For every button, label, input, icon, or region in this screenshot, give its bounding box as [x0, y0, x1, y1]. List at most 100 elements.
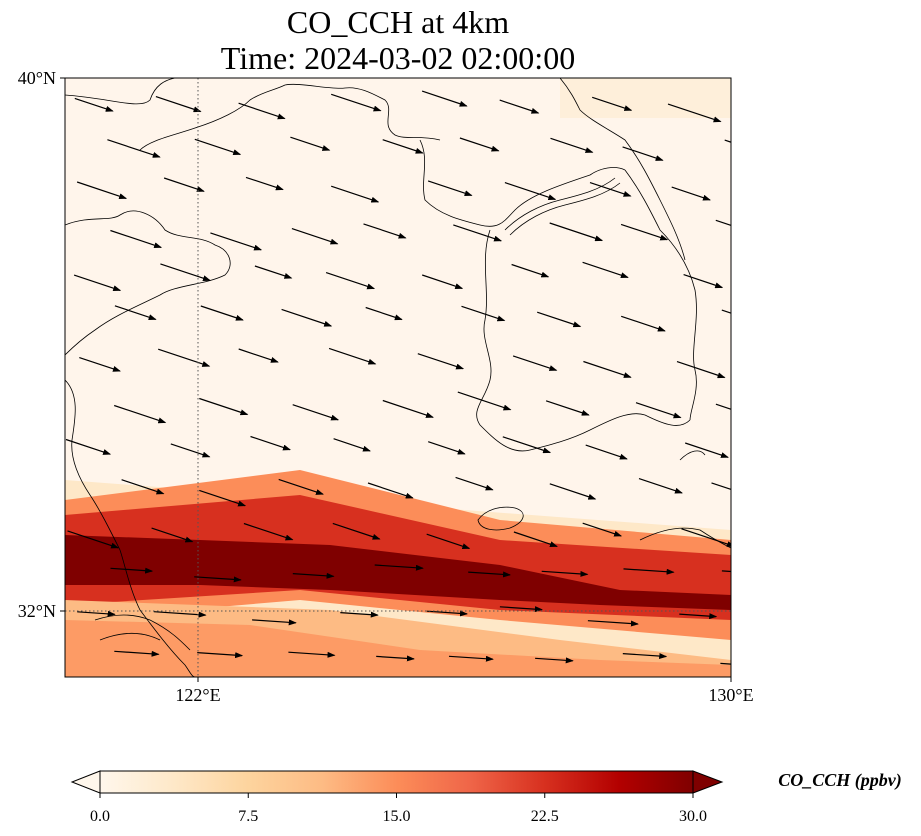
- wind-arrow: [107, 139, 161, 158]
- wind-arrow: [238, 348, 279, 363]
- wind-arrow: [254, 265, 293, 279]
- wind-arrow: [382, 139, 424, 154]
- wind-arrow: [582, 261, 629, 279]
- wind-arrow: [376, 655, 415, 662]
- lat-label-32n: 32°N: [18, 601, 56, 621]
- wind-arrow: [721, 570, 731, 573]
- wind-arrow: [170, 443, 211, 458]
- wind-arrow: [681, 528, 731, 547]
- wind-arrow: [292, 404, 340, 421]
- wind-arrow: [278, 478, 324, 495]
- wind-arrow: [455, 476, 494, 491]
- wind-arrow: [252, 619, 297, 626]
- wind-arrow: [291, 228, 339, 245]
- wind-arrow: [468, 571, 511, 578]
- wind-arrow: [582, 522, 623, 537]
- wind-arrow: [77, 610, 116, 617]
- coastline-jiangsu: [65, 379, 196, 677]
- wind-vectors: [65, 90, 731, 665]
- coastline-korea-west: [476, 229, 691, 452]
- wind-arrow: [160, 263, 211, 282]
- colorbar-tick-label: 7.5: [238, 808, 258, 825]
- wind-arrow: [197, 652, 244, 659]
- coastline-shandong: [65, 210, 231, 356]
- wind-arrow: [499, 99, 540, 114]
- wind-arrow: [331, 93, 382, 112]
- coastline-northeast: [559, 78, 686, 261]
- wind-arrow: [549, 222, 604, 242]
- wind-arrow: [199, 397, 249, 416]
- wind-arrow: [426, 533, 471, 550]
- colorbar-title: CO_CCH (ppbv): [778, 770, 902, 791]
- wind-arrow: [535, 657, 574, 664]
- map-area: [65, 78, 731, 677]
- wind-arrow: [363, 223, 407, 239]
- colorbar-tick-label: 30.0: [679, 808, 707, 825]
- colorbar-tick-label: 15.0: [383, 808, 411, 825]
- colorbar-bar: [99, 770, 694, 794]
- wind-arrow: [459, 137, 500, 152]
- wind-arrow: [589, 182, 632, 197]
- wind-arrow: [121, 479, 165, 495]
- wind-arrow: [721, 309, 731, 314]
- map-title: CO_CCH at 4km: [286, 4, 510, 40]
- wind-arrow: [635, 402, 682, 419]
- wind-arrow: [74, 97, 114, 112]
- wind-arrow: [382, 399, 434, 418]
- colorbar: 0.0 7.5 15.0 22.5 30.0 CO_CCH (ppbv): [70, 770, 902, 825]
- wind-arrow: [671, 186, 711, 201]
- map-time: Time: 2024-03-02 02:00:00: [220, 40, 576, 76]
- wind-arrow: [592, 96, 633, 111]
- coastline-korea-east: [624, 169, 697, 421]
- wind-arrow: [163, 177, 205, 192]
- wind-arrow: [73, 274, 122, 292]
- wind-arrow: [158, 348, 211, 367]
- wind-arrow: [238, 102, 286, 120]
- wind-arrow: [199, 489, 247, 507]
- wind-arrow: [331, 185, 380, 203]
- wind-arrow: [427, 180, 473, 197]
- wind-arrow: [155, 96, 202, 113]
- wind-arrow: [151, 527, 194, 543]
- wind-arrow: [365, 306, 403, 321]
- coastlines: [65, 78, 731, 677]
- wind-arrow: [513, 531, 558, 548]
- wind-arrow: [194, 576, 242, 583]
- coastline-north-bohai: [139, 83, 441, 151]
- lon-label-122e: 122°E: [175, 685, 220, 705]
- wind-arrow: [67, 530, 120, 549]
- wind-arrow: [667, 103, 722, 123]
- wind-arrow: [461, 305, 506, 322]
- wind-arrow: [194, 138, 242, 156]
- wind-arrow: [114, 650, 160, 657]
- wind-arrow: [715, 219, 731, 227]
- wind-arrow: [620, 223, 669, 241]
- colorbar-tick-label: 0.0: [90, 808, 110, 825]
- wind-arrow: [367, 482, 414, 499]
- wind-arrow: [683, 274, 724, 289]
- coastline-kyushu: [639, 527, 731, 549]
- wind-arrow: [549, 483, 597, 500]
- wind-arrow: [545, 400, 590, 416]
- wind-arrow: [288, 651, 336, 658]
- concentration-patch-ne: [560, 78, 731, 118]
- wind-arrow: [623, 568, 675, 575]
- wind-arrow: [512, 355, 558, 371]
- wind-arrow: [110, 567, 154, 574]
- wind-arrow: [502, 436, 552, 454]
- wind-arrow: [537, 311, 582, 328]
- wind-arrow: [281, 308, 333, 327]
- coastline-west-korea-bay: [419, 139, 626, 227]
- wind-arrow: [340, 611, 379, 618]
- border-china-korea-2: [509, 182, 621, 236]
- wind-arrow: [325, 272, 376, 290]
- yangtze-estuary-2: [99, 632, 161, 641]
- wind-arrow: [685, 442, 729, 458]
- colorbar-extend-max: [692, 770, 724, 794]
- wind-arrow: [504, 182, 557, 201]
- wind-arrow: [676, 361, 726, 379]
- wind-arrow: [245, 176, 284, 191]
- wind-arrow: [457, 391, 512, 411]
- wind-arrow: [622, 653, 668, 660]
